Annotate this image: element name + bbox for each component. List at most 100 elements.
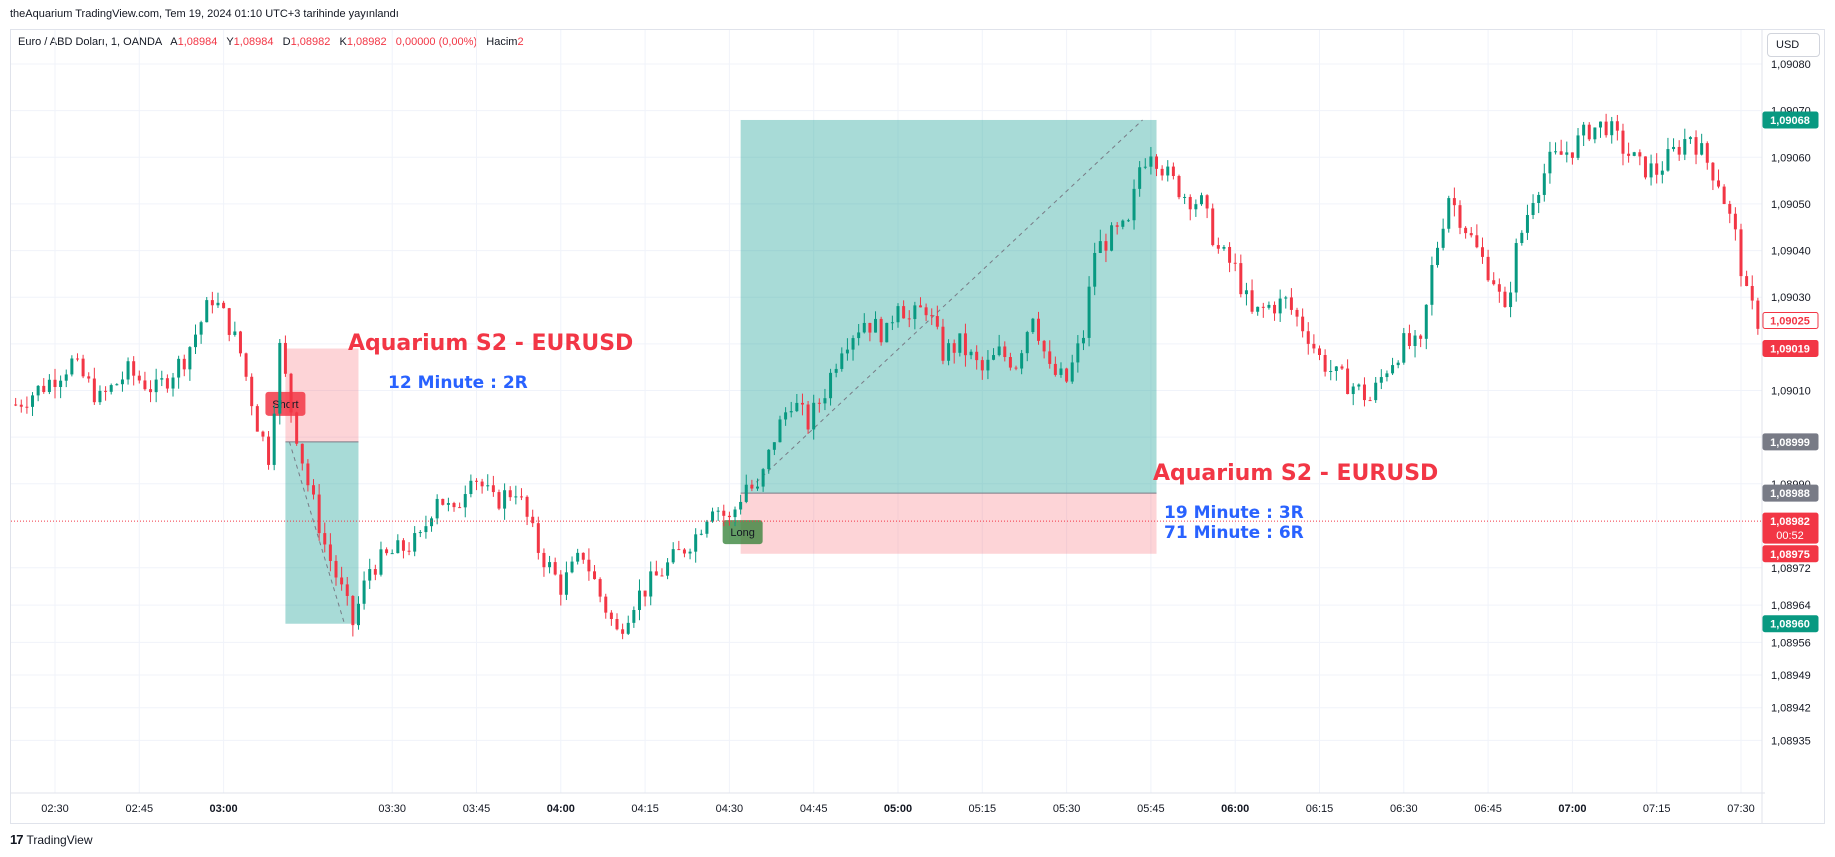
candle-body xyxy=(1059,368,1063,375)
candle-body xyxy=(1677,146,1681,155)
candle-body xyxy=(1076,343,1080,363)
candle-body xyxy=(581,552,585,560)
long-annotation-note: 19 Minute : 3R xyxy=(1164,503,1304,523)
candle-body xyxy=(997,346,1001,356)
price-axis-label: 1,08975 xyxy=(1770,549,1810,561)
candle-body xyxy=(1048,351,1052,364)
candle-body xyxy=(165,378,169,389)
candle-body xyxy=(1323,354,1327,372)
candle-body xyxy=(1728,204,1732,214)
candle-body xyxy=(154,379,158,393)
candle-body xyxy=(1632,152,1636,156)
y-tick-label: 1,08964 xyxy=(1771,600,1811,612)
candle-body xyxy=(238,331,242,354)
y-tick-label: 1,08972 xyxy=(1771,563,1811,575)
candle-body xyxy=(1003,346,1007,358)
candle-body xyxy=(413,533,417,552)
candle-body xyxy=(1098,241,1102,253)
candle-body xyxy=(1717,180,1721,187)
candle-body xyxy=(222,302,226,309)
candle-body xyxy=(120,379,124,385)
published-line: theAquarium TradingView.com, Tem 19, 202… xyxy=(10,8,399,20)
candle-body xyxy=(137,375,141,381)
x-tick-label: 06:00 xyxy=(1221,803,1249,815)
candle-body xyxy=(1070,362,1074,382)
legend-volume-label: Hacim xyxy=(486,36,518,48)
candle-body xyxy=(874,318,878,333)
candle-body xyxy=(1688,137,1692,140)
candle-body xyxy=(609,612,613,620)
candle-body xyxy=(233,331,237,335)
candle-body xyxy=(1318,348,1321,355)
candle-body xyxy=(1638,152,1642,157)
x-tick-label: 03:45 xyxy=(463,803,491,815)
candle-body xyxy=(688,551,692,554)
candle-body xyxy=(654,571,658,576)
candle-body xyxy=(300,443,304,464)
price-axis-label-bg xyxy=(1762,111,1819,129)
candle-body xyxy=(1694,137,1698,155)
candle-body xyxy=(491,485,495,493)
candle-body xyxy=(969,351,973,356)
x-tick-label: 04:30 xyxy=(716,803,744,815)
candle-body xyxy=(800,402,804,405)
candle-body xyxy=(598,579,602,597)
candle-body xyxy=(210,300,214,306)
candle-body xyxy=(1509,292,1513,308)
candle-body xyxy=(1503,291,1507,308)
candle-body xyxy=(87,376,91,379)
candle-body xyxy=(1031,318,1035,333)
legend-symbol[interactable]: Euro / ABD Doları, 1, OANDA xyxy=(18,36,162,48)
candle-body xyxy=(1250,290,1254,312)
price-axis-label-bg xyxy=(1762,512,1819,544)
candle-body xyxy=(626,622,630,634)
candle-body xyxy=(250,376,254,407)
candle-body xyxy=(160,378,164,380)
currency-button[interactable]: USD xyxy=(1767,33,1820,57)
candle-body xyxy=(1750,285,1754,301)
candle-body xyxy=(1643,156,1647,178)
candle-body xyxy=(424,526,428,533)
long-target-zone xyxy=(740,119,1157,494)
candle-body xyxy=(1284,297,1288,299)
candle-body xyxy=(840,353,844,369)
candle-body xyxy=(1464,227,1468,234)
tradingview-logo[interactable]: 17 TradingView xyxy=(10,832,93,847)
candle-body xyxy=(199,322,203,335)
candle-body xyxy=(705,521,709,534)
candle-body xyxy=(1649,163,1653,178)
candle-body xyxy=(463,494,467,508)
candle-body xyxy=(92,378,96,403)
legend-close-value: 1,08982 xyxy=(346,36,387,48)
candle-body xyxy=(1436,247,1440,266)
x-tick-label: 04:15 xyxy=(631,803,659,815)
candle-body xyxy=(1194,204,1198,210)
candle-body xyxy=(475,480,478,482)
x-tick-label: 05:00 xyxy=(884,803,912,815)
candle-body xyxy=(312,485,316,495)
candle-body xyxy=(1312,343,1316,349)
legend-open-value: 1,08984 xyxy=(177,36,218,48)
candle-body xyxy=(1053,363,1057,375)
candle-body xyxy=(452,503,456,508)
candle-body xyxy=(548,562,552,568)
candle-body xyxy=(604,596,608,613)
x-tick-label: 05:45 xyxy=(1137,803,1165,815)
candle-body xyxy=(817,402,821,404)
candle-body xyxy=(385,549,389,554)
candle-body xyxy=(396,540,400,554)
candle-body xyxy=(1385,373,1389,378)
candle-body xyxy=(1486,256,1490,281)
x-tick-label: 04:00 xyxy=(547,803,575,815)
chart-frame[interactable] xyxy=(10,29,1825,824)
candle-body xyxy=(1138,167,1142,189)
candle-body xyxy=(1615,121,1619,131)
price-axis-label-bg xyxy=(1762,433,1819,451)
candle-body xyxy=(278,342,282,414)
candle-body xyxy=(143,380,147,390)
candle-body xyxy=(1244,290,1248,295)
candle-body xyxy=(227,308,231,335)
candle-body xyxy=(918,305,922,308)
candle-body xyxy=(1295,309,1299,317)
